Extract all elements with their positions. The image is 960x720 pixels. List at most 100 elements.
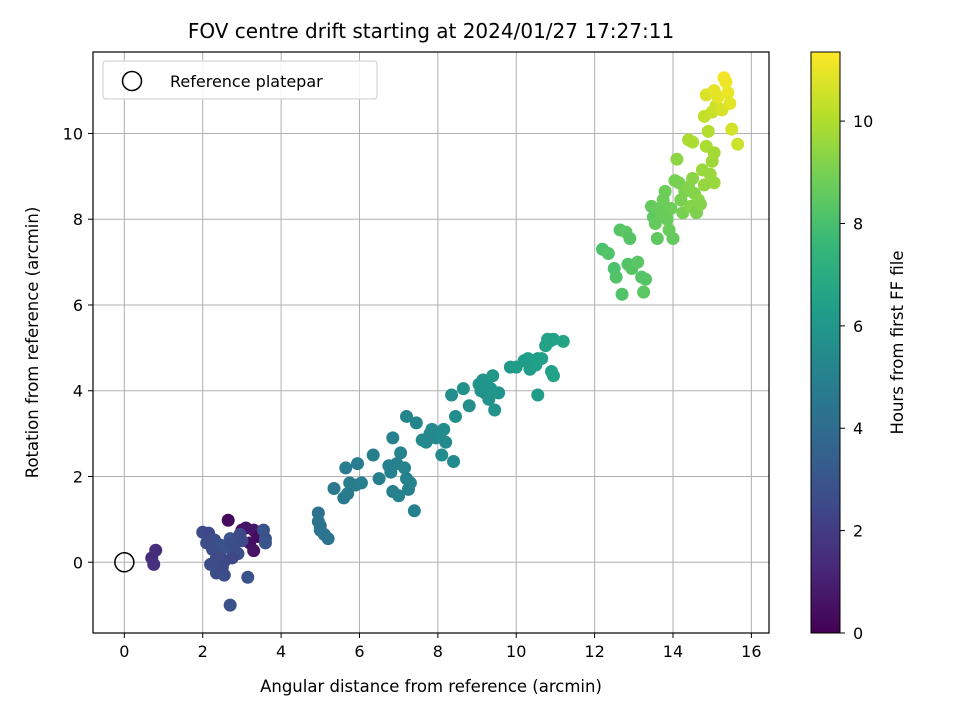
data-point — [721, 86, 735, 100]
y-tick-label: 10 — [63, 124, 83, 143]
data-point — [711, 90, 725, 104]
data-point — [701, 124, 715, 138]
data-point — [492, 386, 506, 400]
data-point — [556, 334, 570, 348]
data-point — [660, 212, 674, 226]
data-point — [327, 482, 341, 496]
data-point — [321, 532, 335, 546]
data-point — [225, 536, 239, 550]
y-axis-title: Rotation from reference (arcmin) — [23, 207, 42, 479]
colorbar-tick-label: 2 — [853, 522, 863, 541]
colorbar-tick-label: 10 — [853, 112, 873, 131]
data-point — [648, 217, 662, 231]
data-point — [392, 489, 406, 503]
data-point — [247, 544, 261, 558]
data-point — [223, 598, 237, 612]
data-point — [707, 176, 721, 190]
data-point — [723, 96, 737, 110]
data-point — [535, 352, 549, 366]
x-tick-label: 6 — [354, 642, 364, 661]
data-point — [731, 137, 745, 151]
data-point — [488, 403, 502, 417]
data-point — [339, 461, 353, 475]
data-point — [366, 448, 380, 462]
y-tick-label: 8 — [73, 210, 83, 229]
data-point — [725, 122, 739, 136]
data-point — [439, 435, 453, 449]
x-tick-label: 4 — [276, 642, 286, 661]
data-point — [623, 232, 637, 246]
data-point — [650, 232, 664, 246]
data-point — [637, 285, 651, 299]
data-point — [456, 382, 470, 396]
data-point — [697, 178, 711, 192]
data-point — [482, 392, 496, 406]
data-point — [658, 184, 672, 198]
colorbar-tick-label: 6 — [853, 317, 863, 336]
colorbar-tick-label: 4 — [853, 419, 863, 438]
data-point — [609, 270, 623, 284]
x-tick-label: 8 — [433, 642, 443, 661]
grid — [93, 52, 769, 633]
data-point — [531, 388, 545, 402]
data-point — [341, 487, 355, 501]
data-point — [546, 332, 560, 346]
colorbar-gradient — [810, 51, 841, 634]
legend-box — [102, 60, 378, 100]
axis-ticks: 0 2 4 6 8 10 12 14 16 0 2 4 6 8 10 — [63, 124, 762, 661]
data-point — [394, 446, 408, 460]
data-point — [666, 232, 680, 246]
data-point — [403, 476, 417, 490]
data-point — [437, 422, 451, 436]
colorbar-tick-label: 0 — [853, 624, 863, 643]
data-point — [486, 369, 500, 383]
data-point — [372, 472, 386, 486]
data-point — [664, 202, 678, 216]
x-tick-label: 2 — [198, 642, 208, 661]
data-point — [707, 146, 721, 160]
data-point — [313, 519, 327, 533]
data-point — [615, 287, 629, 301]
data-point — [354, 476, 368, 490]
data-point — [693, 197, 707, 211]
legend-marker-reference — [121, 70, 143, 92]
data-point — [445, 388, 459, 402]
x-tick-label: 16 — [741, 642, 761, 661]
data-point — [407, 504, 421, 518]
data-point — [601, 247, 615, 261]
data-point — [462, 399, 476, 413]
data-point — [448, 409, 462, 423]
reference-point-marker — [114, 552, 135, 573]
x-tick-label: 10 — [506, 642, 526, 661]
x-tick-label: 0 — [119, 642, 129, 661]
data-point — [386, 431, 400, 445]
data-point — [233, 527, 247, 541]
data-point — [258, 536, 272, 550]
y-tick-label: 0 — [73, 553, 83, 572]
data-point — [149, 543, 163, 557]
plot-frame — [92, 51, 770, 634]
colorbar-ticks: 0 2 4 6 8 10 — [840, 112, 873, 643]
data-point — [398, 461, 412, 475]
y-tick-label: 6 — [73, 296, 83, 315]
colorbar: 0 2 4 6 8 10 Hours from first FF file — [810, 51, 907, 643]
x-axis-title: Angular distance from reference (arcmin) — [260, 677, 602, 696]
data-point — [435, 448, 449, 462]
data-point — [241, 570, 255, 584]
data-point — [400, 409, 414, 423]
data-point — [639, 272, 653, 286]
y-tick-label: 4 — [73, 382, 83, 401]
legend: Reference platepar — [102, 60, 378, 100]
data-point — [670, 152, 684, 166]
colorbar-tick-label: 8 — [853, 214, 863, 233]
chart-title: FOV centre drift starting at 2024/01/27 … — [188, 19, 674, 43]
data-point — [221, 513, 235, 527]
data-point — [351, 457, 365, 471]
data-point — [631, 255, 645, 269]
x-tick-label: 12 — [584, 642, 604, 661]
data-point — [409, 416, 423, 430]
legend-label-reference: Reference platepar — [170, 72, 323, 91]
data-point — [686, 171, 700, 185]
